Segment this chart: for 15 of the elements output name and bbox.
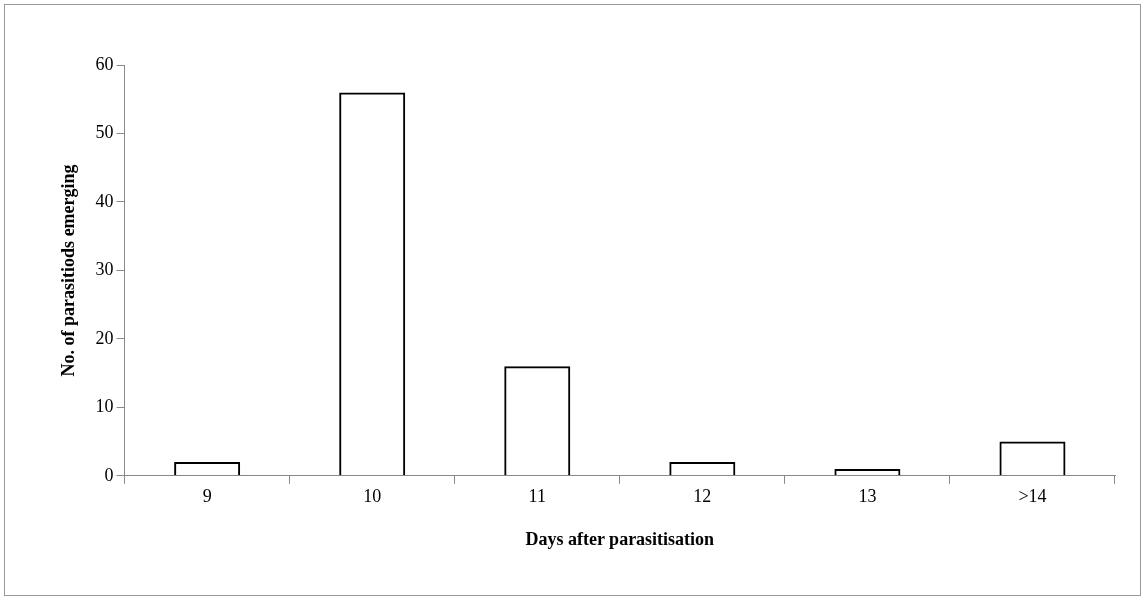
y-tick-label: 0 <box>104 464 114 485</box>
x-tick-label: 11 <box>528 486 546 507</box>
x-tick-label: 12 <box>693 486 712 507</box>
y-tick-label: 30 <box>95 259 114 280</box>
y-tick-label: 60 <box>95 53 114 74</box>
y-tick-label: 20 <box>95 327 114 348</box>
y-tick-label: 10 <box>95 396 114 417</box>
y-tick-label: 40 <box>95 190 114 211</box>
x-tick-label: 10 <box>363 486 382 507</box>
y-axis-title: No. of parasitiods emerging <box>58 164 79 377</box>
x-axis-title: Days after parasitisation <box>525 528 715 549</box>
x-tick-label: 13 <box>858 486 877 507</box>
y-tick-label: 50 <box>95 122 114 143</box>
x-tick-label: >14 <box>1018 486 1047 507</box>
x-tick-label: 9 <box>202 486 212 507</box>
